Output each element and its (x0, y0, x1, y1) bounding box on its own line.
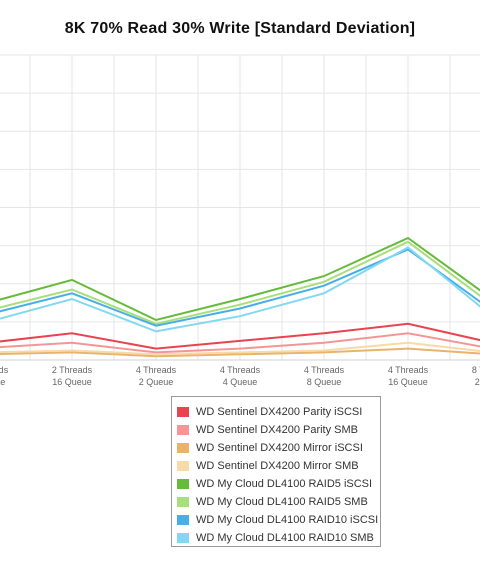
x-tick-label: 1 Threads (0, 365, 9, 375)
legend-label: WD Sentinel DX4200 Parity SMB (196, 424, 359, 436)
legend-item[interactable]: WD Sentinel DX4200 Parity SMB (172, 421, 380, 439)
series-line-3 (0, 341, 480, 356)
x-tick-label: 2 Queue (139, 377, 174, 387)
series-line-6 (0, 248, 480, 327)
x-tick-label: 8 Threads (472, 365, 480, 375)
legend-label: WD Sentinel DX4200 Mirror SMB (196, 460, 359, 472)
x-tick-label: 2 Threads (52, 365, 93, 375)
legend-item[interactable]: WD Sentinel DX4200 Mirror iSCSI (172, 439, 380, 457)
chart-title: 8K 70% Read 30% Write [Standard Deviatio… (64, 20, 416, 37)
x-tick-label: 4 Threads (136, 365, 177, 375)
legend-swatch (177, 461, 189, 471)
x-tick-label: 8 Queue (307, 377, 342, 387)
legend-item[interactable]: WD My Cloud DL4100 RAID5 iSCSI (172, 475, 380, 493)
series-layer (0, 236, 480, 358)
legend-item[interactable]: WD Sentinel DX4200 Parity iSCSI (172, 403, 380, 421)
legend-label: WD My Cloud DL4100 RAID5 SMB (196, 496, 368, 508)
series-line-2 (0, 347, 480, 358)
legend-swatch (177, 497, 189, 507)
x-tick-labels: 1 Threads 1 Queue 2 Threads 16 Queue 4 Threa… (0, 365, 480, 387)
x-tick-label: 4 Threads (388, 365, 429, 375)
legend-label: WD Sentinel DX4200 Mirror iSCSI (196, 442, 363, 454)
x-tick-label: 4 Queue (223, 377, 258, 387)
legend-item[interactable]: WD Sentinel DX4200 Mirror SMB (172, 457, 380, 475)
series-line-4 (0, 236, 480, 322)
legend-label: WD My Cloud DL4100 RAID10 SMB (196, 532, 374, 544)
legend-swatch (177, 479, 189, 489)
legend-item[interactable]: WD My Cloud DL4100 RAID5 SMB (172, 493, 380, 511)
legend-label: WD My Cloud DL4100 RAID10 iSCSI (196, 514, 379, 526)
legend-label: WD Sentinel DX4200 Parity iSCSI (196, 406, 363, 418)
legend-item[interactable]: WD My Cloud DL4100 RAID10 SMB (172, 529, 380, 547)
legend-swatch (177, 443, 189, 453)
x-tick-label: 4 Threads (304, 365, 345, 375)
legend-swatch (177, 407, 189, 417)
x-tick-label: 1 Queue (0, 377, 5, 387)
series-line-0 (0, 322, 480, 350)
legend-swatch (177, 515, 189, 525)
series-line-5 (0, 240, 480, 325)
x-tick-label: 4 Threads (220, 365, 261, 375)
x-tick-label: 16 Queue (52, 377, 92, 387)
legend-swatch (177, 425, 189, 435)
x-tick-label: 16 Queue (388, 377, 428, 387)
x-tick-label: 2 Queue (475, 377, 480, 387)
legend-label: WD My Cloud DL4100 RAID5 iSCSI (196, 478, 373, 490)
series-line-1 (0, 332, 480, 354)
legend: WD Sentinel DX4200 Parity iSCSI WD Sentin… (171, 396, 381, 547)
series-line-7 (0, 246, 480, 333)
legend-item[interactable]: WD My Cloud DL4100 RAID10 iSCSI (172, 511, 380, 529)
legend-swatch (177, 533, 189, 543)
grid-layer (0, 54, 480, 361)
